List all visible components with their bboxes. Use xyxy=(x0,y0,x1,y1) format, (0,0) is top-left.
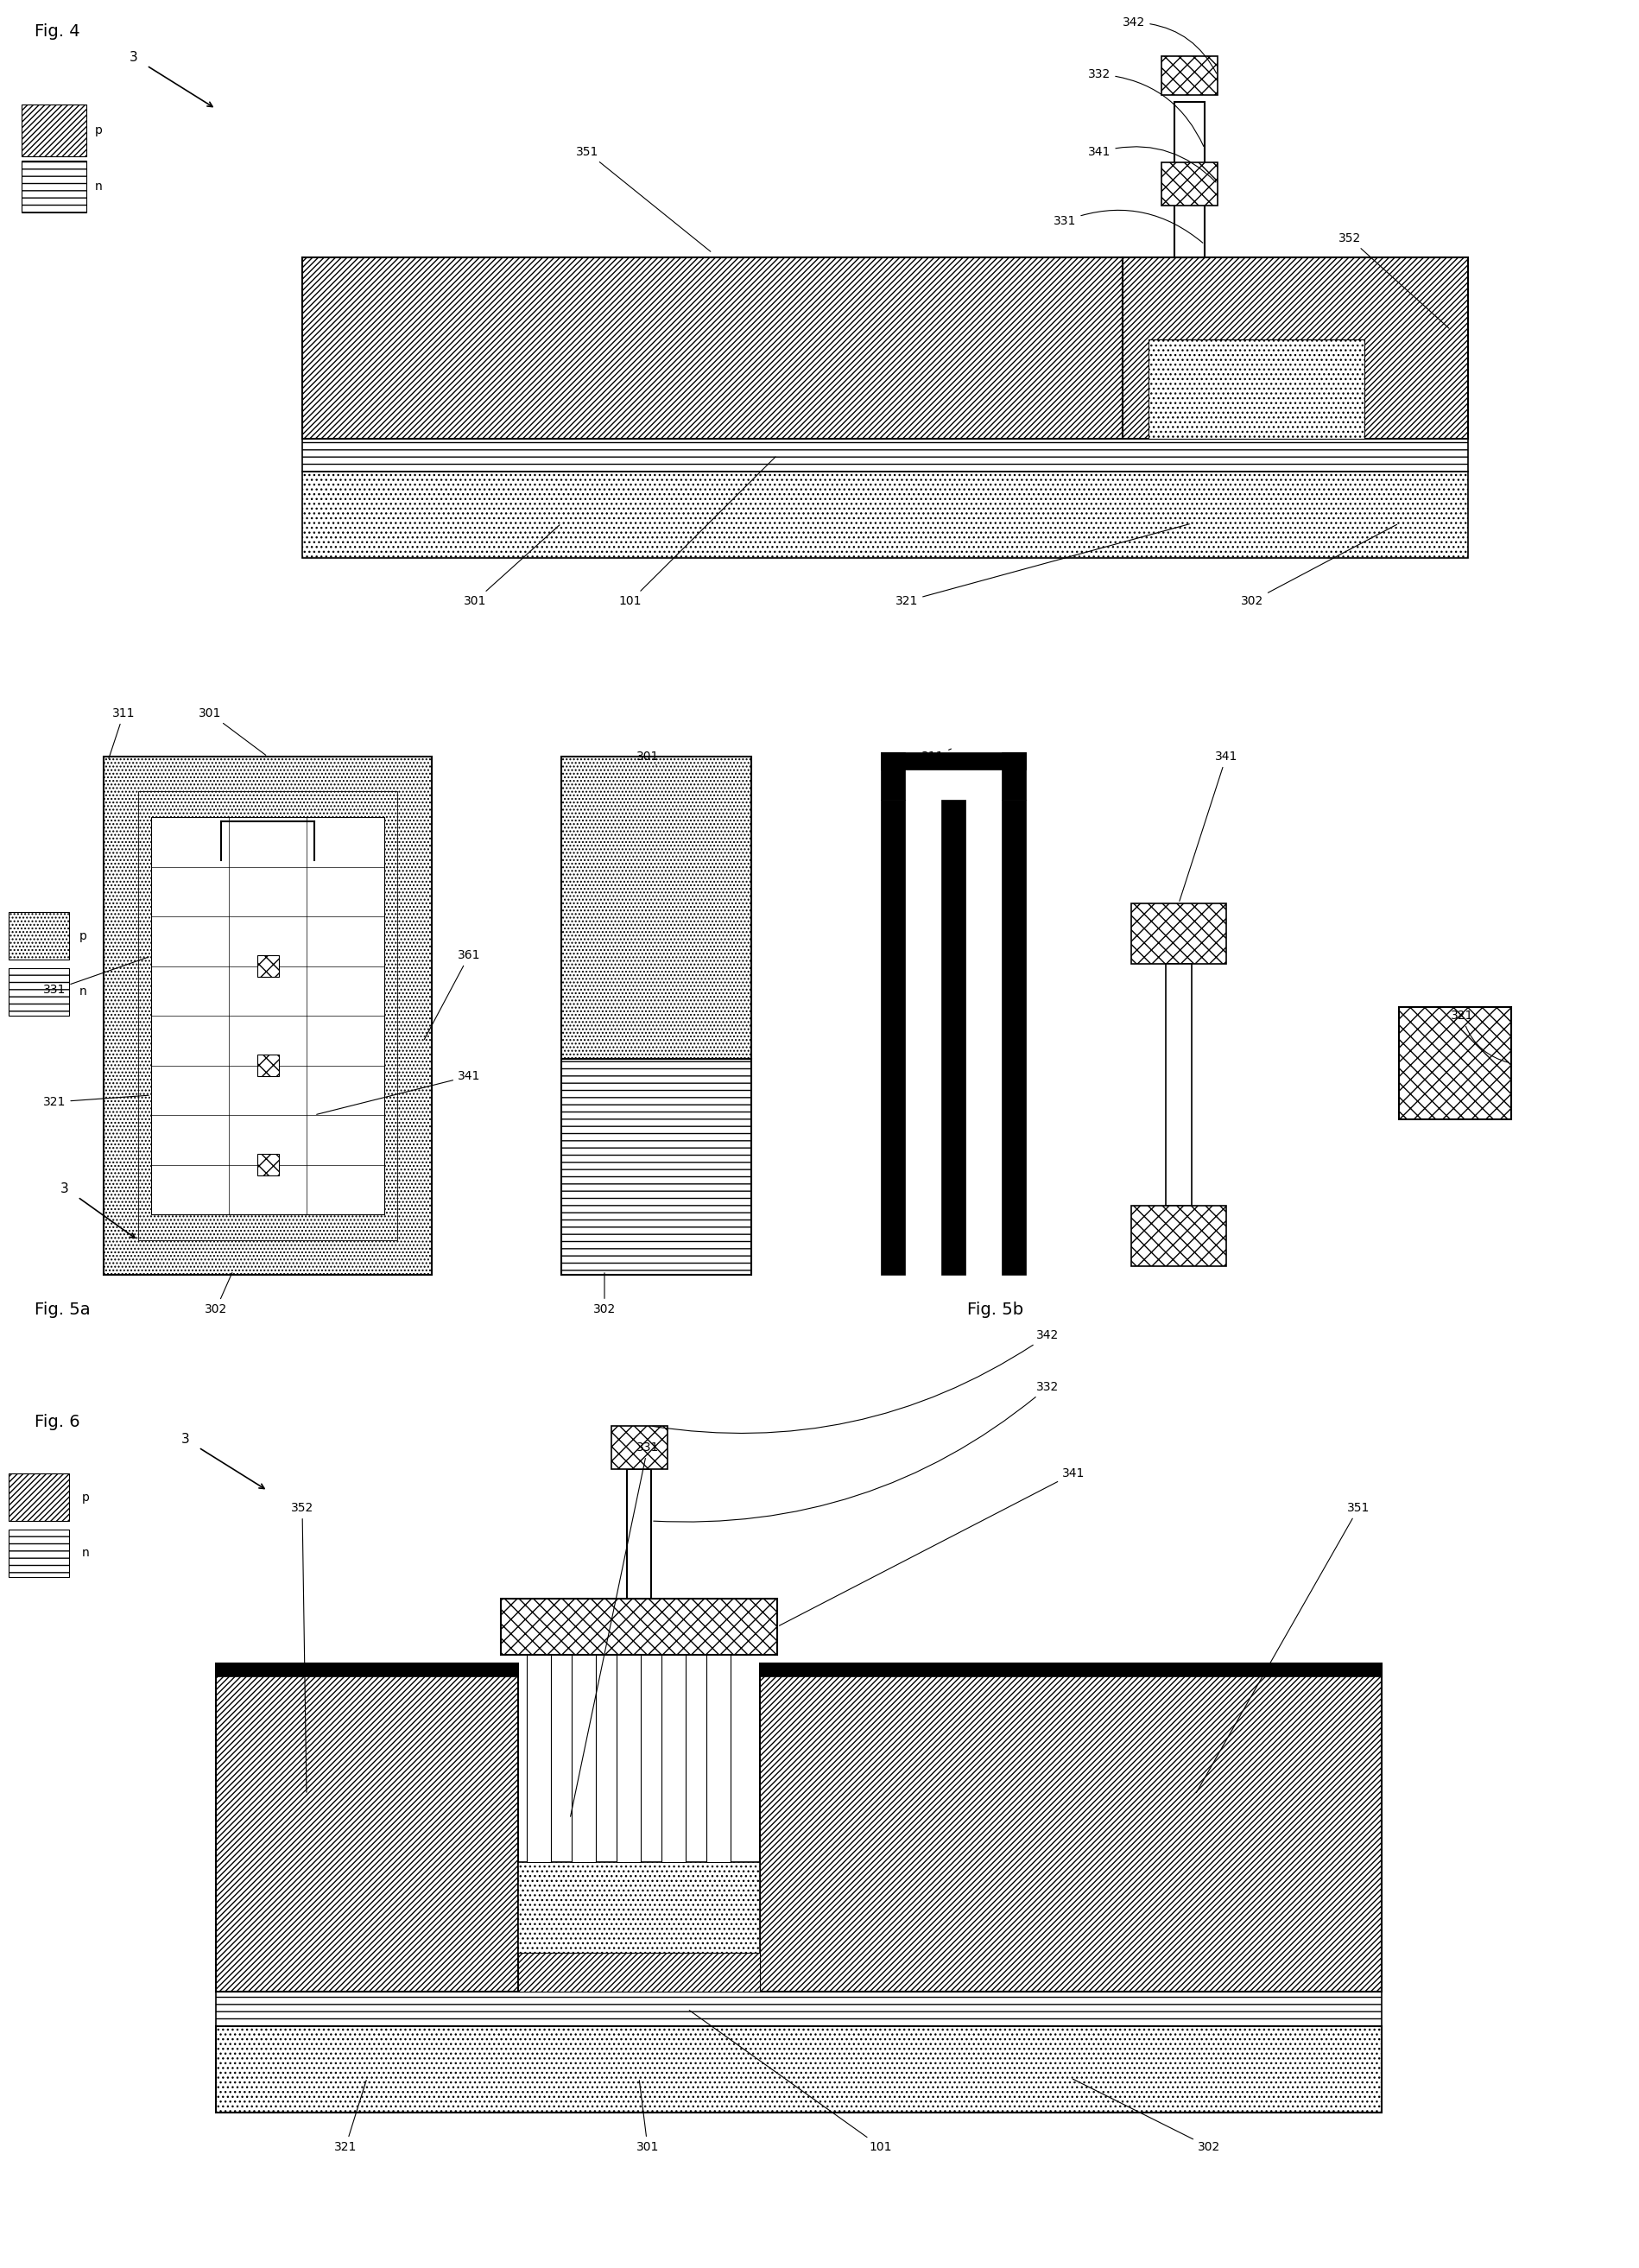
Bar xyxy=(760,1662,1382,1676)
Bar xyxy=(103,758,431,1275)
Text: 331: 331 xyxy=(43,957,149,996)
Text: 301: 301 xyxy=(636,2080,659,2152)
Text: 302: 302 xyxy=(1241,524,1396,608)
Text: 311: 311 xyxy=(921,748,951,762)
Bar xyxy=(257,955,279,978)
Bar xyxy=(526,1628,551,1862)
Text: 311: 311 xyxy=(108,708,134,758)
Bar xyxy=(941,801,965,1275)
Text: 3: 3 xyxy=(61,1182,69,1195)
Text: 302: 302 xyxy=(205,1272,233,1315)
Text: 321: 321 xyxy=(43,1095,149,1109)
Text: 321: 321 xyxy=(334,2080,365,2152)
Bar xyxy=(302,438,1469,472)
Bar xyxy=(21,104,87,156)
Bar xyxy=(616,1628,641,1862)
Bar xyxy=(611,1427,667,1470)
Bar xyxy=(21,161,87,213)
Text: n: n xyxy=(95,181,103,193)
Text: 302: 302 xyxy=(593,1272,616,1315)
Text: Fig. 5b: Fig. 5b xyxy=(967,1302,1023,1318)
Bar xyxy=(216,1662,518,1991)
Text: n: n xyxy=(79,987,87,998)
Bar xyxy=(138,792,397,1241)
Bar xyxy=(1131,1207,1226,1266)
Bar xyxy=(1175,102,1205,256)
Bar xyxy=(257,1154,279,1175)
Text: 301: 301 xyxy=(198,708,266,755)
Text: 101: 101 xyxy=(690,2009,892,2152)
Bar xyxy=(302,256,1123,438)
Bar xyxy=(8,968,69,1016)
Text: 3: 3 xyxy=(129,50,138,64)
Text: Fig. 5a: Fig. 5a xyxy=(34,1302,90,1318)
Bar xyxy=(8,1529,69,1576)
Text: p: p xyxy=(82,1492,90,1504)
Text: 101: 101 xyxy=(620,456,775,608)
Text: 351: 351 xyxy=(575,145,711,252)
Text: 302: 302 xyxy=(1074,2080,1221,2152)
Bar xyxy=(880,753,1026,769)
Bar xyxy=(1400,1007,1511,1120)
Bar xyxy=(760,1662,1382,1991)
Text: 351: 351 xyxy=(1196,1501,1370,1792)
Text: 361: 361 xyxy=(425,950,480,1039)
Bar xyxy=(880,753,905,801)
Text: 332: 332 xyxy=(654,1381,1059,1522)
Bar xyxy=(216,2025,1382,2112)
Text: 342: 342 xyxy=(652,1329,1059,1433)
Bar xyxy=(257,1055,279,1075)
Text: 341: 341 xyxy=(1180,751,1237,900)
Bar xyxy=(216,1991,1382,2025)
Bar xyxy=(706,1628,731,1862)
Bar xyxy=(1001,753,1026,801)
Bar xyxy=(8,912,69,959)
Text: 341: 341 xyxy=(316,1070,480,1114)
Bar xyxy=(1131,903,1226,964)
Text: 331: 331 xyxy=(1054,211,1203,243)
Bar xyxy=(561,1059,751,1275)
Text: p: p xyxy=(79,930,87,941)
Bar xyxy=(216,1662,518,1676)
Text: 341: 341 xyxy=(1088,145,1216,181)
Text: 321: 321 xyxy=(1451,1009,1510,1064)
Text: 342: 342 xyxy=(1123,16,1216,73)
Bar xyxy=(502,1599,777,1656)
Bar xyxy=(1162,163,1218,206)
Bar xyxy=(1165,964,1192,1207)
Text: 352: 352 xyxy=(1339,231,1449,329)
Bar xyxy=(880,801,905,1275)
Bar xyxy=(1001,801,1026,1275)
Bar xyxy=(1162,57,1218,95)
Bar xyxy=(151,816,384,1213)
Bar xyxy=(518,1862,760,1991)
Bar xyxy=(1123,256,1469,438)
Bar xyxy=(1149,338,1364,438)
Text: Fig. 4: Fig. 4 xyxy=(34,23,80,39)
Text: 352: 352 xyxy=(290,1501,313,1792)
Bar xyxy=(572,1628,597,1862)
Bar xyxy=(628,1470,651,1599)
Text: 321: 321 xyxy=(895,524,1190,608)
Text: 332: 332 xyxy=(1088,68,1203,147)
Text: 3: 3 xyxy=(182,1433,190,1445)
Bar xyxy=(8,1474,69,1522)
Text: n: n xyxy=(82,1547,90,1558)
Text: 301: 301 xyxy=(636,751,659,764)
Text: p: p xyxy=(95,125,103,136)
Bar xyxy=(302,472,1469,558)
Text: Fig. 6: Fig. 6 xyxy=(34,1413,80,1429)
Bar xyxy=(561,758,751,1059)
Bar xyxy=(662,1628,685,1862)
Text: 341: 341 xyxy=(779,1467,1085,1626)
Text: 301: 301 xyxy=(464,524,559,608)
Text: 331: 331 xyxy=(570,1442,659,1817)
Bar xyxy=(518,1953,760,1991)
